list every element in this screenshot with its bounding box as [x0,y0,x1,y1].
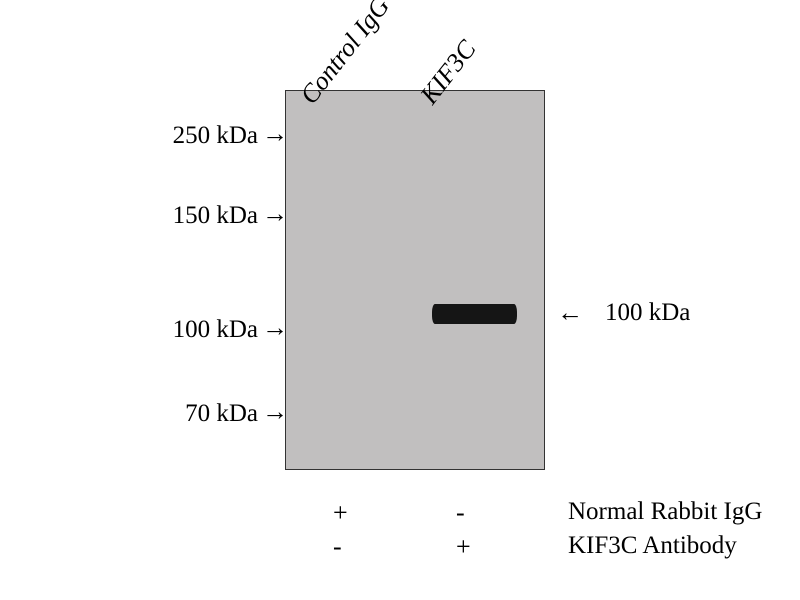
mw-label: 250 kDa [158,122,258,150]
arrow-right-icon: → [262,399,288,425]
mw-label: 100 kDa [158,316,258,344]
mw-label: 70 kDa [158,400,258,428]
arrow-right-icon: → [262,315,288,341]
condition-label: Normal Rabbit IgG [568,498,762,526]
condition-sign: + [456,532,471,562]
arrow-left-icon: ← [557,300,583,326]
protein-band [432,304,517,324]
condition-sign: + [333,498,348,528]
band-label: 100 kDa [605,299,690,327]
figure-container: WWW.PTGAB.COM Control IgG KIF3C 250 kDa→… [0,0,800,600]
mw-label: 150 kDa [158,202,258,230]
blot-membrane [285,90,545,470]
condition-sign: - [456,498,465,528]
arrow-right-icon: → [262,121,288,147]
condition-label: KIF3C Antibody [568,532,737,560]
condition-sign: - [333,532,342,562]
arrow-right-icon: → [262,201,288,227]
